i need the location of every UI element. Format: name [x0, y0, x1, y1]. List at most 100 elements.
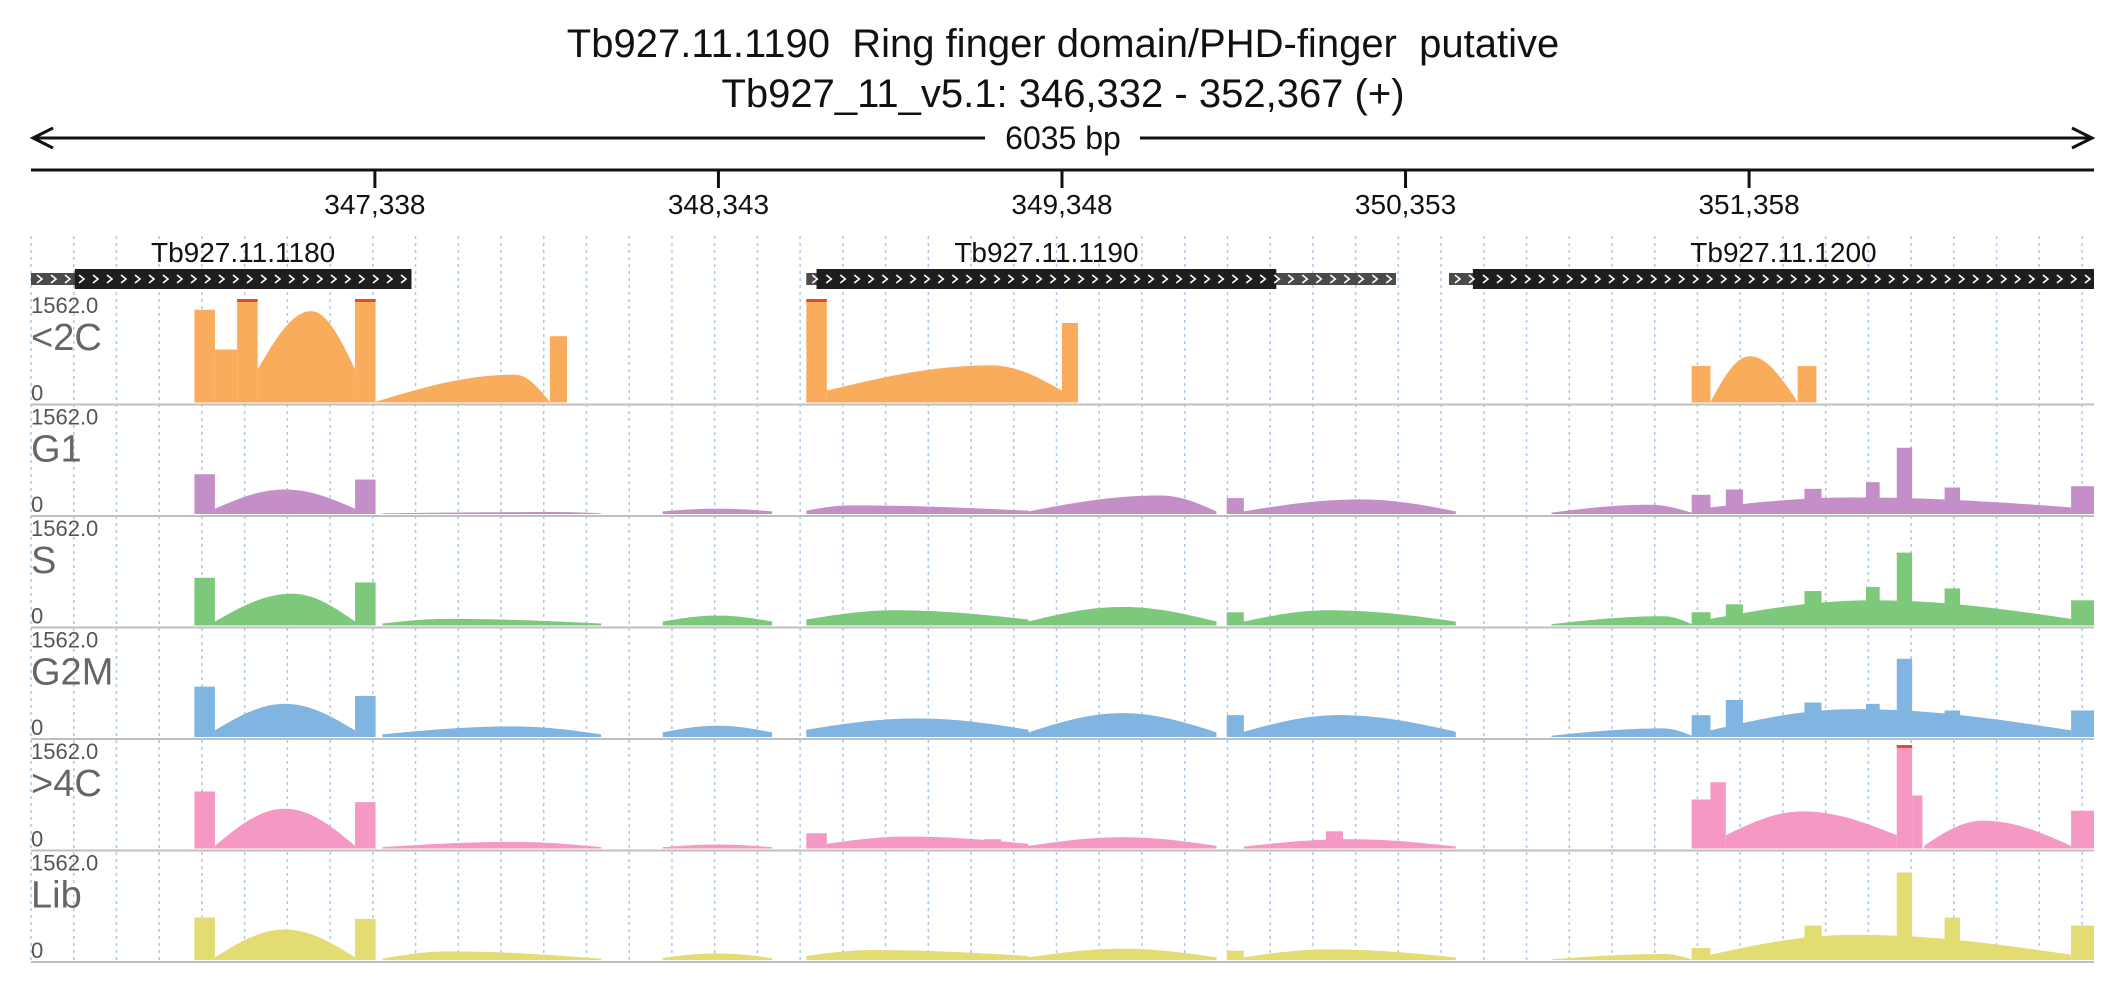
gene-label: Tb927.11.1190 [954, 237, 1138, 268]
coverage-bar [806, 833, 827, 849]
coverage-track: 1562.0 0 G1 [31, 405, 2094, 517]
strand-arrow [36, 274, 44, 284]
chart-subtitle: Tb927_11_v5.1: 346,332 - 352,367 (+) [721, 72, 1405, 116]
span-indicator: 6035 bp [29, 120, 2096, 156]
coverage-track: 1562.0 0 S [31, 516, 2094, 629]
strand-arrow [190, 274, 198, 284]
track-scale-max: 1562.0 [31, 628, 98, 653]
strand-arrow [1776, 274, 1784, 284]
coverage-area [1028, 713, 1217, 737]
strand-arrow [50, 274, 58, 284]
strand-arrow [1944, 274, 1952, 284]
strand-arrow [1273, 274, 1281, 284]
strand-arrow [358, 274, 366, 284]
strand-arrow [1664, 274, 1672, 284]
coverage-bar [355, 802, 376, 849]
coverage-bar [1710, 782, 1726, 849]
strand-arrow [1818, 274, 1826, 284]
coverage-area [1028, 948, 1217, 960]
strand-arrow [1594, 274, 1602, 284]
coverage-bar [1804, 488, 1822, 514]
strand-arrow [134, 274, 142, 284]
coverage-area [214, 703, 356, 737]
strand-arrow [204, 274, 212, 284]
strand-arrow [1385, 274, 1393, 284]
coverage-bar [1944, 710, 1960, 737]
coverage-area [382, 951, 602, 960]
strand-arrow [1566, 274, 1574, 284]
coverage-bar [194, 686, 215, 737]
coverage-bar [194, 917, 215, 960]
chart-title: Tb927.11.1190 Ring finger domain/PHD-fin… [566, 22, 1560, 66]
strand-arrow [372, 274, 380, 284]
coverage-bar [237, 299, 258, 403]
coverage-bar [1691, 715, 1711, 737]
coverage-bar [1896, 872, 1913, 960]
gene-cds [74, 269, 412, 289]
coverage-bar [2071, 486, 2094, 514]
strand-arrow [1007, 274, 1015, 284]
coverage-bar [1691, 366, 1711, 403]
strand-arrow [923, 274, 931, 284]
coverage-area [826, 836, 1029, 849]
clipping-marker [355, 299, 376, 302]
coverage-bar [355, 479, 376, 514]
strand-arrow [1482, 274, 1490, 284]
track-scale-min: 0 [31, 827, 43, 852]
coverage-area [1725, 811, 1897, 849]
coverage-track: 1562.0 0 >4C [31, 739, 2094, 852]
coverage-area [1028, 837, 1217, 849]
strand-arrow [176, 274, 184, 284]
coverage-bar [549, 336, 568, 403]
coverage-bar [1061, 322, 1079, 403]
strand-arrow [1762, 274, 1770, 284]
ruler-tick-label: 351,358 [1698, 189, 1799, 220]
track-name: <2C [31, 317, 102, 359]
strand-arrow [1091, 274, 1099, 284]
coverage-bar [1691, 494, 1711, 514]
strand-arrow [1888, 274, 1896, 284]
coverage-area [382, 618, 602, 626]
strand-arrow [1958, 274, 1966, 284]
strand-arrow [1329, 274, 1337, 284]
coverage-bar [1725, 699, 1743, 737]
strand-arrow [853, 274, 861, 284]
coverage-area [1710, 600, 2072, 626]
coverage-bar [1912, 795, 1923, 849]
strand-arrow [1622, 274, 1630, 284]
strand-arrow [1804, 274, 1812, 284]
coverage-bar [1691, 948, 1711, 960]
coverage-area [214, 489, 356, 514]
coverage-area [1551, 616, 1692, 626]
coverage-bar [1896, 658, 1913, 737]
coverage-area [1028, 495, 1217, 514]
strand-arrow [1371, 274, 1379, 284]
ruler-tick-label: 350,353 [1355, 189, 1456, 220]
strand-arrow [316, 274, 324, 284]
strand-arrow [839, 274, 847, 284]
coverage-area [662, 725, 773, 737]
track-scale-min: 0 [31, 604, 43, 629]
coverage-bar [1226, 715, 1244, 737]
coverage-area [214, 349, 238, 403]
strand-arrow [274, 274, 282, 284]
strand-arrow [232, 274, 240, 284]
track-scale-min: 0 [31, 492, 43, 517]
strand-arrow [1035, 274, 1043, 284]
strand-arrow [1468, 274, 1476, 284]
coverage-bar [1804, 591, 1822, 626]
coverage-bar [2071, 600, 2094, 626]
strand-arrow [1021, 274, 1029, 284]
coverage-area [1243, 499, 1456, 514]
strand-arrow [1510, 274, 1518, 284]
coverage-area [1551, 728, 1692, 737]
coverage-area [1243, 949, 1456, 960]
coverage-area [662, 844, 773, 849]
strand-arrow [1049, 274, 1057, 284]
coverage-track: 1562.0 0 Lib [31, 851, 2094, 963]
strand-arrow [288, 274, 296, 284]
coverage-bar [1691, 799, 1711, 849]
strand-arrow [120, 274, 128, 284]
span-arrow-left [29, 126, 54, 150]
